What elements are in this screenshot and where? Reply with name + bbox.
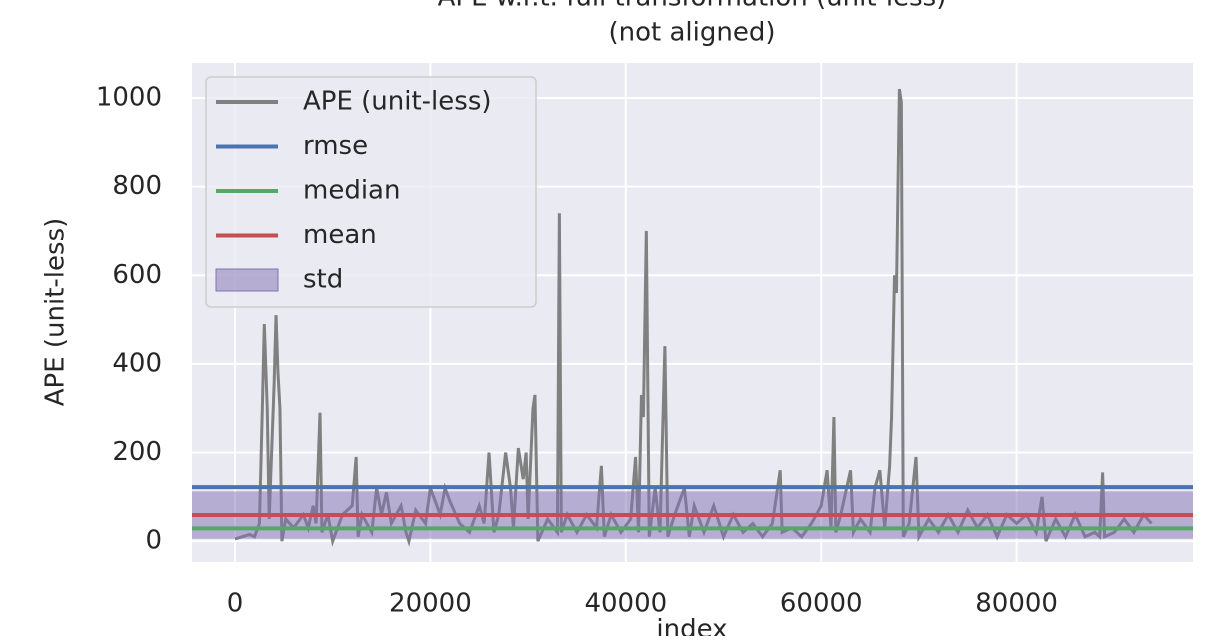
x-tick-label: 60000 [780,589,863,619]
y-tick-label: 1000 [96,83,162,113]
legend-label: std [303,265,343,295]
legend-label: APE (unit-less) [303,87,492,117]
legend-swatch [215,268,279,292]
y-axis-label: APE (unit-less) [41,218,71,407]
plot [192,88,1193,547]
y-tick-label: 0 [145,526,162,556]
y-tick-label: 800 [112,171,162,201]
legend-label: mean [303,220,377,250]
legend-box [205,76,537,308]
legend-label: median [303,176,400,206]
y-tick-label: 400 [112,348,162,378]
x-tick-label: 80000 [975,589,1058,619]
legend-label: rmse [303,131,368,161]
x-tick-label: 40000 [584,589,667,619]
x-tick-label: 0 [227,589,244,619]
y-tick-label: 200 [112,437,162,467]
x-tick-label: 20000 [389,589,472,619]
chart-subtitle: (not aligned) [609,18,776,48]
y-tick-label: 600 [112,260,162,290]
chart-title: APE w.r.t. full transformation (unit-les… [438,0,947,13]
